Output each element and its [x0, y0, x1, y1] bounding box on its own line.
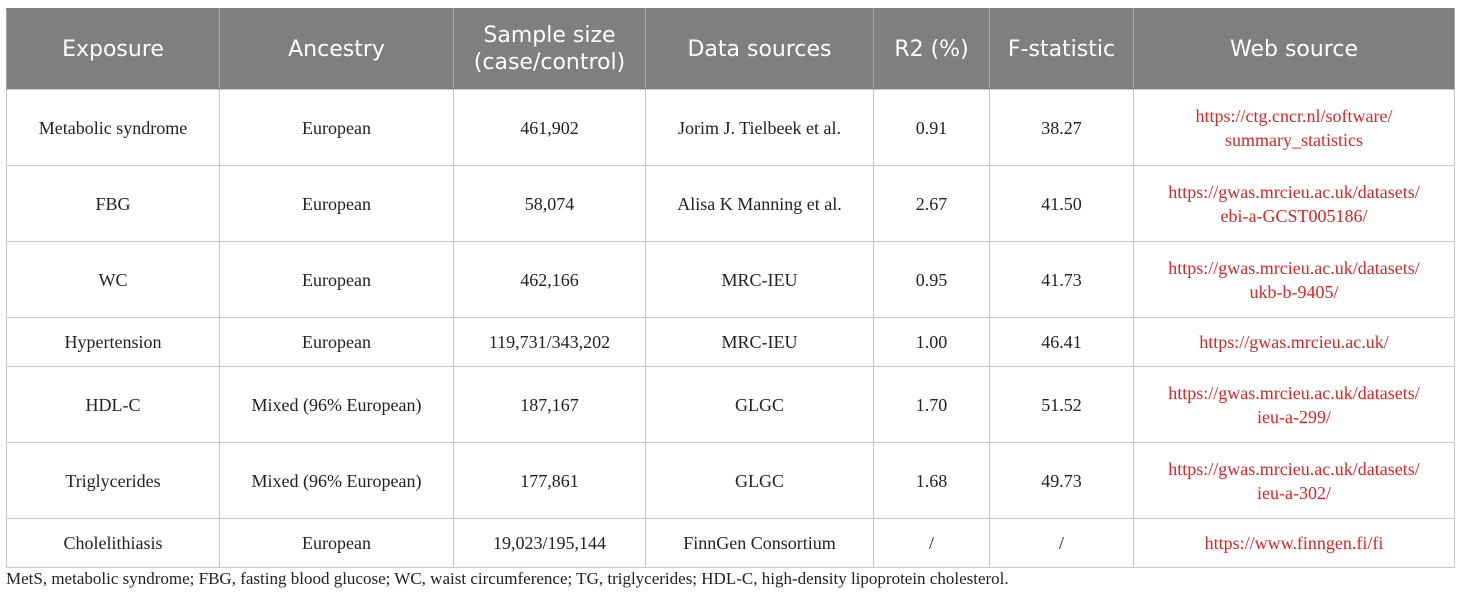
cell-exposure: WC: [6, 241, 220, 318]
cell-web-source-link[interactable]: https://gwas.mrcieu.ac.uk/datasets/ ieu-…: [1133, 442, 1455, 519]
cell-r2: 0.91: [873, 89, 990, 166]
cell-f-statistic: 51.52: [989, 366, 1134, 443]
table-header: Exposure Ancestry Sample size (case/cont…: [6, 8, 1455, 90]
cell-ancestry: European: [219, 518, 454, 568]
cell-data-source: FinnGen Consortium: [645, 518, 874, 568]
header-exposure: Exposure: [6, 8, 220, 90]
cell-sample-size: 119,731/343,202: [453, 317, 646, 367]
header-r2: R2 (%): [873, 8, 990, 90]
data-table-container: Exposure Ancestry Sample size (case/cont…: [6, 8, 1455, 568]
cell-ancestry: Mixed (96% European): [219, 442, 454, 519]
cell-f-statistic: 38.27: [989, 89, 1134, 166]
cell-web-source-link[interactable]: https://www.finngen.fi/fi: [1133, 518, 1455, 568]
header-web-source: Web source: [1133, 8, 1455, 90]
cell-sample-size: 461,902: [453, 89, 646, 166]
cell-sample-size: 187,167: [453, 366, 646, 443]
cell-ancestry: European: [219, 317, 454, 367]
table-row: WC European 462,166 MRC-IEU 0.95 41.73 h…: [6, 241, 1455, 318]
cell-sample-size: 58,074: [453, 165, 646, 242]
cell-data-source: MRC-IEU: [645, 317, 874, 367]
cell-web-source-link[interactable]: https://gwas.mrcieu.ac.uk/: [1133, 317, 1455, 367]
table-row: FBG European 58,074 Alisa K Manning et a…: [6, 165, 1455, 242]
cell-r2: 0.95: [873, 241, 990, 318]
cell-data-source: MRC-IEU: [645, 241, 874, 318]
table-footnote: MetS, metabolic syndrome; FBG, fasting b…: [6, 569, 1009, 588]
table-row: Cholelithiasis European 19,023/195,144 F…: [6, 518, 1455, 568]
table-row: Metabolic syndrome European 461,902 Jori…: [6, 89, 1455, 166]
header-f-statistic: F-statistic: [989, 8, 1134, 90]
cell-r2: 2.67: [873, 165, 990, 242]
cell-f-statistic: 49.73: [989, 442, 1134, 519]
cell-ancestry: European: [219, 241, 454, 318]
cell-exposure: FBG: [6, 165, 220, 242]
cell-r2: 1.70: [873, 366, 990, 443]
cell-sample-size: 177,861: [453, 442, 646, 519]
cell-f-statistic: 46.41: [989, 317, 1134, 367]
cell-ancestry: European: [219, 89, 454, 166]
cell-f-statistic: 41.73: [989, 241, 1134, 318]
cell-ancestry: Mixed (96% European): [219, 366, 454, 443]
cell-web-source-link[interactable]: https://ctg.cncr.nl/software/ summary_st…: [1133, 89, 1455, 166]
cell-data-source: Alisa K Manning et al.: [645, 165, 874, 242]
cell-data-source: Jorim J. Tielbeek et al.: [645, 89, 874, 166]
header-sample-size: Sample size (case/control): [453, 8, 646, 90]
cell-sample-size: 462,166: [453, 241, 646, 318]
table-body: Metabolic syndrome European 461,902 Jori…: [6, 89, 1455, 568]
cell-ancestry: European: [219, 165, 454, 242]
cell-exposure: Metabolic syndrome: [6, 89, 220, 166]
table-row: Hypertension European 119,731/343,202 MR…: [6, 317, 1455, 367]
exposure-data-table: Exposure Ancestry Sample size (case/cont…: [6, 8, 1455, 568]
header-ancestry: Ancestry: [219, 8, 454, 90]
table-row: Triglycerides Mixed (96% European) 177,8…: [6, 442, 1455, 519]
cell-exposure: HDL-C: [6, 366, 220, 443]
header-row: Exposure Ancestry Sample size (case/cont…: [6, 8, 1455, 90]
cell-exposure: Triglycerides: [6, 442, 220, 519]
cell-exposure: Hypertension: [6, 317, 220, 367]
table-row: HDL-C Mixed (96% European) 187,167 GLGC …: [6, 366, 1455, 443]
cell-sample-size: 19,023/195,144: [453, 518, 646, 568]
cell-data-source: GLGC: [645, 442, 874, 519]
cell-web-source-link[interactable]: https://gwas.mrcieu.ac.uk/datasets/ ieu-…: [1133, 366, 1455, 443]
cell-web-source-link[interactable]: https://gwas.mrcieu.ac.uk/datasets/ ukb-…: [1133, 241, 1455, 318]
cell-web-source-link[interactable]: https://gwas.mrcieu.ac.uk/datasets/ ebi-…: [1133, 165, 1455, 242]
cell-f-statistic: /: [989, 518, 1134, 568]
header-data-sources: Data sources: [645, 8, 874, 90]
cell-exposure: Cholelithiasis: [6, 518, 220, 568]
cell-r2: /: [873, 518, 990, 568]
cell-r2: 1.68: [873, 442, 990, 519]
cell-r2: 1.00: [873, 317, 990, 367]
cell-data-source: GLGC: [645, 366, 874, 443]
cell-f-statistic: 41.50: [989, 165, 1134, 242]
